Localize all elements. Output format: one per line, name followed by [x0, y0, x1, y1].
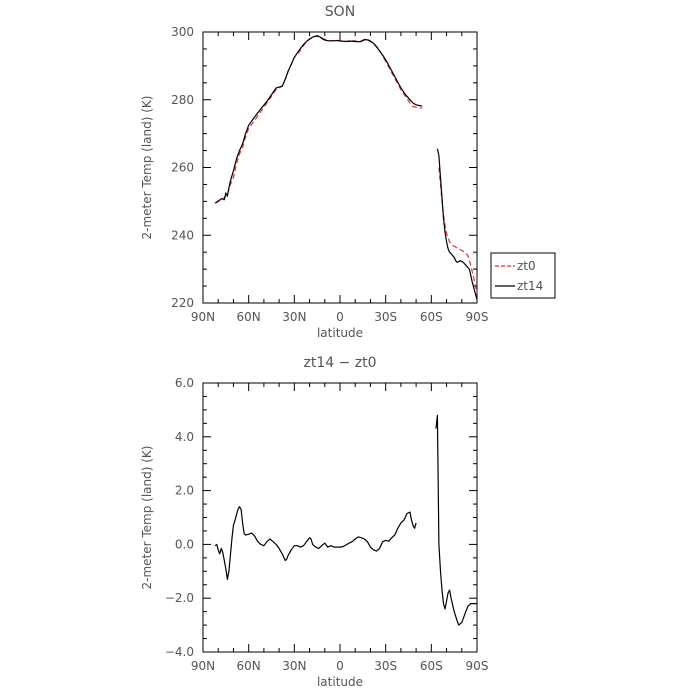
- series-line-zt14: [214, 35, 423, 204]
- chart-title: SON: [325, 4, 355, 20]
- chart-title: zt14 − zt0: [303, 355, 376, 371]
- x-tick-label: 60N: [237, 310, 261, 324]
- x-tick-label: 30N: [282, 659, 306, 673]
- series-line-difference: [214, 506, 417, 580]
- y-tick-label: −2.0: [165, 591, 194, 605]
- y-tick-label: 4.0: [175, 430, 194, 444]
- x-tick-label: 30S: [374, 659, 397, 673]
- y-axis-label: 2-meter Temp (land) (K): [140, 96, 154, 240]
- x-tick-label: 0: [336, 659, 344, 673]
- x-tick-label: 60S: [420, 310, 443, 324]
- x-tick-label: 90N: [191, 659, 215, 673]
- y-tick-label: 240: [171, 228, 194, 242]
- series-line-zt0: [214, 34, 423, 204]
- y-tick-label: 260: [171, 161, 194, 175]
- legend-box: [490, 252, 556, 299]
- x-axis-label: latitude: [317, 675, 363, 689]
- panel-difference: zt14 − zt0 90N 60N 30N 0 30S 60S 90S −4.0 −2.0 0.0…: [140, 355, 488, 689]
- x-tick-label: 90S: [466, 659, 489, 673]
- y-axis-label: 2-meter Temp (land) (K): [140, 446, 154, 590]
- y-tick-label: −4.0: [165, 645, 194, 659]
- panel-temperature: SON 90N 60N 30N 0 30S 60S 90S 220 240 260 280 300 lat…: [140, 4, 556, 340]
- y-tick-label: 2.0: [175, 484, 194, 498]
- x-tick-label: 60N: [237, 659, 261, 673]
- x-tick-label: 90S: [466, 310, 489, 324]
- x-axis-label: latitude: [317, 326, 363, 340]
- y-tick-label: 0.0: [175, 537, 194, 551]
- x-tick-label: 30S: [374, 310, 397, 324]
- x-tick-label: 30N: [282, 310, 306, 324]
- plot-frame: [202, 31, 478, 304]
- legend-label: zt14: [517, 279, 543, 293]
- y-tick-label: 300: [171, 25, 194, 39]
- series-line-zt14: [436, 148, 478, 300]
- y-tick-label: 6.0: [175, 376, 194, 390]
- legend-label: zt0: [517, 259, 536, 273]
- series-line-difference: [435, 414, 477, 626]
- x-tick-label: 0: [336, 310, 344, 324]
- y-tick-label: 280: [171, 93, 194, 107]
- y-tick-label: 220: [171, 296, 194, 310]
- x-tick-label: 60S: [420, 659, 443, 673]
- x-tick-label: 90N: [191, 310, 215, 324]
